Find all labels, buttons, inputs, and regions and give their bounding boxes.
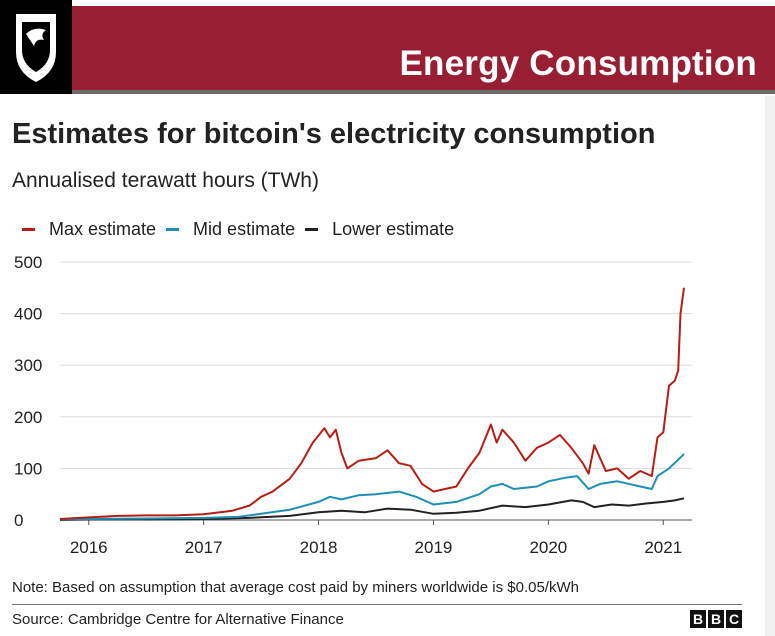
bbc-letter-2: B — [708, 610, 724, 628]
banner-title: Energy Consumption — [399, 44, 757, 83]
bbc-letter-3: C — [726, 610, 742, 628]
source-divider — [12, 604, 742, 605]
legend-swatch-mid — [166, 227, 180, 231]
chart-legend: Max estimate Mid estimate Lower estimate — [22, 217, 464, 241]
chart-source: Source: Cambridge Centre for Alternative… — [12, 611, 344, 628]
x-tick-label: 2016 — [70, 538, 108, 557]
legend-item-mid: Mid estimate — [166, 219, 295, 240]
line-chart: 500 400 300 200 100 0 2016 2017 2018 2019 2020 2021 — [14, 253, 692, 557]
y-tick-label: 0 — [14, 511, 23, 530]
chart-title: Estimates for bitcoin's electricity cons… — [12, 118, 656, 150]
y-tick-label: 500 — [14, 253, 42, 272]
x-tick-label: 2017 — [185, 538, 223, 557]
legend-swatch-lower — [305, 227, 319, 231]
legend-item-lower: Lower estimate — [305, 219, 454, 240]
x-tick-label: 2021 — [644, 538, 682, 557]
x-tick-label: 2018 — [300, 538, 338, 557]
series-line-max-estimate — [59, 287, 685, 520]
legend-swatch-max — [22, 227, 35, 231]
series-line-mid-estimate — [59, 453, 685, 521]
x-tick-label: 2020 — [529, 538, 567, 557]
y-tick-label: 300 — [14, 356, 42, 375]
bbc-logo: B B C — [688, 610, 742, 628]
series-line-lower-estimate — [59, 497, 685, 521]
header-banner: Energy Consumption — [0, 0, 775, 96]
legend-label-lower: Lower estimate — [332, 218, 455, 239]
cougar-shield-icon — [0, 0, 72, 94]
page-edge — [765, 96, 775, 636]
x-tick-label: 2019 — [415, 538, 453, 557]
bbc-letter-1: B — [690, 610, 706, 628]
chart-note: Note: Based on assumption that average c… — [12, 579, 579, 596]
y-tick-label: 200 — [14, 408, 42, 427]
legend-item-max: Max estimate — [22, 219, 156, 240]
banner-band — [0, 6, 775, 90]
legend-label-mid: Mid estimate — [193, 218, 296, 239]
y-tick-label: 100 — [14, 459, 42, 478]
banner-rule — [0, 90, 775, 94]
y-tick-label: 400 — [14, 305, 42, 324]
chart-subtitle: Annualised terawatt hours (TWh) — [12, 169, 319, 192]
legend-label-max: Max estimate — [49, 218, 157, 239]
